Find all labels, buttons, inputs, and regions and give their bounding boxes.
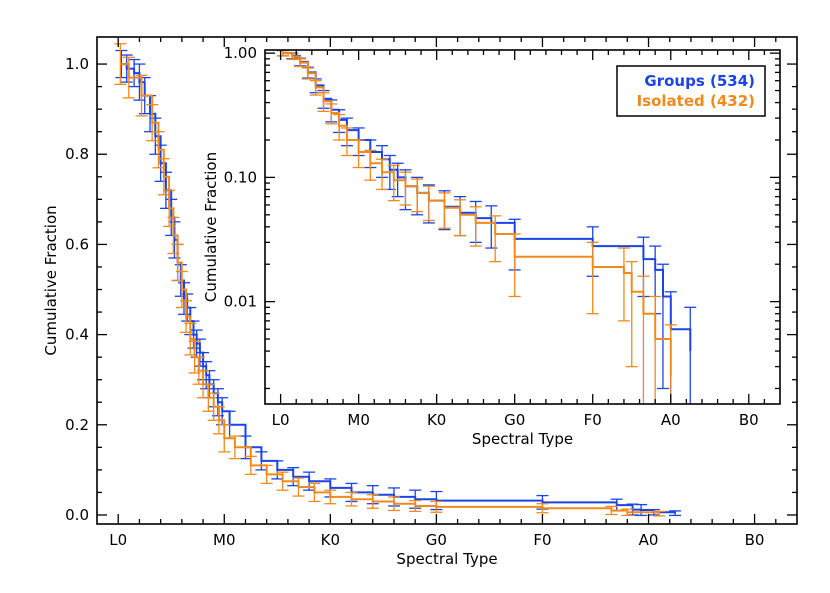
inset-xtick-label: A0 [661,411,681,429]
inset-ytick-label: 0.10 [224,168,257,186]
main-xtick-label: A0 [639,531,659,549]
main-ytick-label: 0.4 [65,326,89,344]
inset-y-axis-title: Cumulative Fraction [202,152,220,302]
main-ytick-label: 0.2 [65,416,89,434]
inset-xtick-label: G0 [504,411,525,429]
inset-x-axis-title: Spectral Type [472,430,573,448]
main-xtick-label: L0 [109,531,127,549]
inset-series-1 [276,50,677,404]
inset-xtick-label: B0 [739,411,759,429]
inset-xtick-label: K0 [427,411,446,429]
main-xtick-label: M0 [213,531,236,549]
inset-xtick-label: F0 [584,411,602,429]
main-series-1 [114,43,666,517]
main-ytick-label: 1.0 [65,55,89,73]
main-y-axis-title: Cumulative Fraction [42,205,60,355]
main-ytick-label: 0.6 [65,235,89,253]
main-xtick-label: K0 [321,531,340,549]
main-frame [96,36,798,525]
legend-box [616,65,766,117]
main-ytick-label: 0.0 [65,506,89,524]
inset-ytick-label: 1.00 [224,44,257,62]
inset-xtick-label: L0 [272,411,290,429]
inset-xtick-label: M0 [347,411,370,429]
main-xtick-label: F0 [533,531,551,549]
legend-entry: Groups (534) [644,72,755,90]
legend-entry: Isolated (432) [637,92,755,110]
inset-ytick-label: 0.01 [224,293,257,311]
main-xtick-label: B0 [745,531,765,549]
main-ytick-label: 0.8 [65,145,89,163]
main-x-axis-title: Spectral Type [396,550,497,568]
main-xtick-label: G0 [426,531,447,549]
